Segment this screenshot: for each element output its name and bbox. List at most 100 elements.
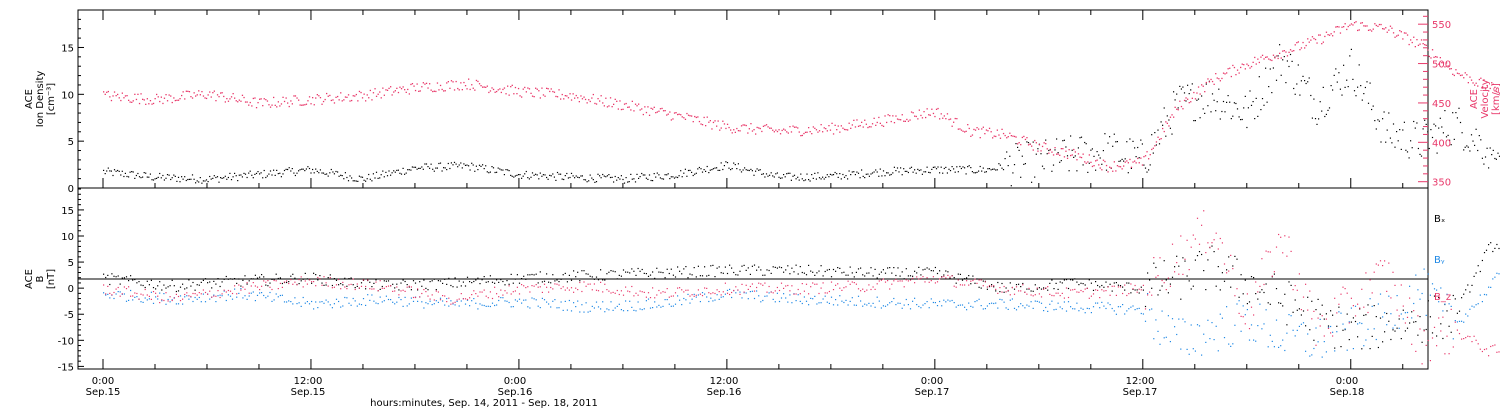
velocity-point xyxy=(658,110,660,112)
by-point xyxy=(808,304,810,306)
density-point xyxy=(1118,160,1120,162)
by-point xyxy=(525,299,527,301)
density-point xyxy=(263,169,265,172)
bz-point xyxy=(521,284,523,286)
density-point xyxy=(113,169,116,171)
bx-point xyxy=(706,275,708,277)
density-point xyxy=(399,172,401,174)
density-point xyxy=(664,174,666,176)
bx-point xyxy=(277,277,279,280)
velocity-point xyxy=(876,121,878,124)
bx-point xyxy=(1090,282,1092,284)
density-point xyxy=(521,177,523,179)
velocity-point xyxy=(779,133,782,135)
density-point xyxy=(386,175,389,177)
by-point xyxy=(620,309,622,311)
density-point xyxy=(522,175,524,177)
by-point xyxy=(966,309,968,311)
bz-point xyxy=(964,284,966,286)
bx-point xyxy=(383,280,385,282)
bx-point xyxy=(410,289,412,291)
by-point xyxy=(1190,324,1192,326)
density-point xyxy=(168,174,170,176)
velocity-point xyxy=(842,127,844,129)
velocity-point xyxy=(1010,135,1012,137)
velocity-point xyxy=(224,101,226,103)
bz-point xyxy=(1373,271,1375,273)
by-point xyxy=(1211,322,1213,324)
by-point xyxy=(581,304,583,306)
bz-point xyxy=(1490,345,1492,348)
velocity-point xyxy=(1318,34,1320,36)
bz-point xyxy=(263,280,265,282)
density-point xyxy=(943,167,945,170)
by-point xyxy=(442,300,444,302)
by-point xyxy=(377,303,379,305)
bz-point xyxy=(1174,271,1176,273)
bz-point xyxy=(1465,337,1467,339)
bx-point xyxy=(1242,293,1244,295)
density-point xyxy=(492,167,495,169)
bz-point xyxy=(1442,316,1444,318)
by-point xyxy=(930,298,932,300)
bx-point xyxy=(1159,289,1161,291)
bx-point xyxy=(1411,311,1413,313)
velocity-point xyxy=(112,95,114,97)
by-point xyxy=(914,297,916,299)
density-point xyxy=(407,169,409,171)
density-point xyxy=(202,180,204,182)
bz-point xyxy=(510,293,512,295)
bx-point xyxy=(695,276,697,278)
bx-point xyxy=(508,283,510,285)
by-point xyxy=(1053,309,1055,311)
density-point xyxy=(1238,116,1240,118)
velocity-point xyxy=(575,94,577,97)
velocity-point xyxy=(1099,167,1101,169)
velocity-point xyxy=(377,93,379,95)
velocity-point xyxy=(775,129,777,131)
by-point xyxy=(1477,303,1479,305)
bz-point xyxy=(1192,234,1194,236)
by-point xyxy=(1180,348,1182,350)
density-point xyxy=(1250,104,1253,106)
bz-point xyxy=(539,286,541,288)
bz-point xyxy=(1483,348,1486,351)
velocity-point xyxy=(277,101,279,103)
velocity-point xyxy=(391,94,393,96)
density-point xyxy=(463,163,465,165)
bz-point xyxy=(533,285,535,287)
bx-point xyxy=(1300,314,1302,316)
bx-point xyxy=(889,267,891,269)
velocity-point xyxy=(1455,69,1457,71)
bz-point xyxy=(335,284,338,286)
bx-point xyxy=(456,286,458,288)
density-point xyxy=(446,169,448,171)
density-point xyxy=(723,165,725,167)
velocity-point xyxy=(143,99,145,101)
velocity-point xyxy=(238,99,240,101)
by-point xyxy=(818,302,820,304)
velocity-point xyxy=(577,97,579,99)
density-point xyxy=(1385,141,1387,143)
by-point xyxy=(516,300,518,302)
density-point xyxy=(862,175,864,177)
velocity-point xyxy=(1205,81,1207,84)
bz-point xyxy=(157,295,159,297)
density-point xyxy=(424,163,426,165)
bz-point xyxy=(635,292,637,294)
bz-point xyxy=(928,281,930,283)
velocity-point xyxy=(647,106,649,108)
density-point xyxy=(1266,101,1268,103)
velocity-point xyxy=(1257,58,1259,60)
density-point xyxy=(1352,78,1354,80)
density-point xyxy=(149,173,151,175)
bx-point xyxy=(882,269,884,271)
velocity-point xyxy=(341,100,343,102)
density-point xyxy=(725,161,727,163)
velocity-point xyxy=(528,88,531,90)
density-point xyxy=(240,174,242,176)
bz-point xyxy=(421,292,423,295)
by-point xyxy=(799,300,801,302)
by-point xyxy=(1292,329,1294,331)
density-point xyxy=(1046,153,1048,155)
